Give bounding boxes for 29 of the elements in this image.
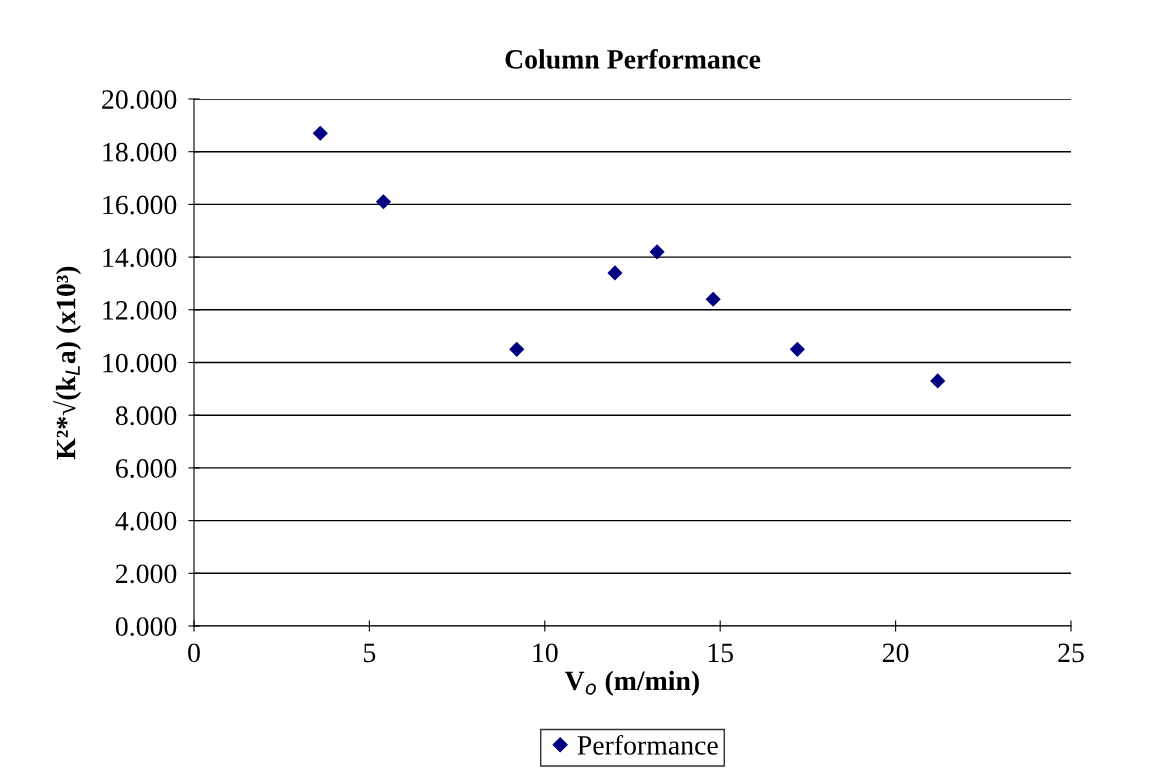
x-tick-label: 15 bbox=[708, 643, 733, 663]
point bbox=[705, 291, 721, 307]
point bbox=[312, 125, 328, 141]
y-tick-label: 14.000 bbox=[103, 248, 177, 268]
y-tick-label: 12.000 bbox=[103, 300, 177, 320]
y-tick-label: 10.000 bbox=[103, 353, 177, 373]
x-tick-label: 25 bbox=[1058, 643, 1084, 663]
x-tick-label: 5 bbox=[364, 643, 376, 663]
y-tick-label: 20.000 bbox=[102, 90, 177, 110]
y-tick-label: 16.000 bbox=[103, 195, 177, 215]
x-tick-label: 20 bbox=[882, 643, 909, 663]
point bbox=[930, 373, 946, 389]
y-tick-label: 4.000 bbox=[115, 511, 177, 531]
point bbox=[649, 244, 665, 260]
x-axis-title: V$_{o}$ (m/min) bbox=[564, 670, 699, 696]
point bbox=[509, 341, 525, 357]
y-tick-label: 0.000 bbox=[115, 617, 177, 637]
y-axis-title: K²*√(k$_{L}$a) (x10³) bbox=[53, 266, 82, 460]
x-tick-label: 0 bbox=[188, 643, 200, 663]
point bbox=[789, 341, 805, 357]
legend-label: Performance bbox=[577, 734, 718, 755]
y-tick-label: 18.000 bbox=[103, 142, 177, 162]
y-tick-label: 8.000 bbox=[115, 406, 177, 426]
chart-title: Column Performance bbox=[505, 48, 761, 69]
y-tick-label: 6.000 bbox=[116, 459, 177, 478]
x-tick-label: 10 bbox=[533, 643, 558, 663]
point bbox=[607, 265, 623, 281]
point bbox=[375, 194, 392, 210]
y-tick-label: 2.000 bbox=[116, 564, 177, 584]
